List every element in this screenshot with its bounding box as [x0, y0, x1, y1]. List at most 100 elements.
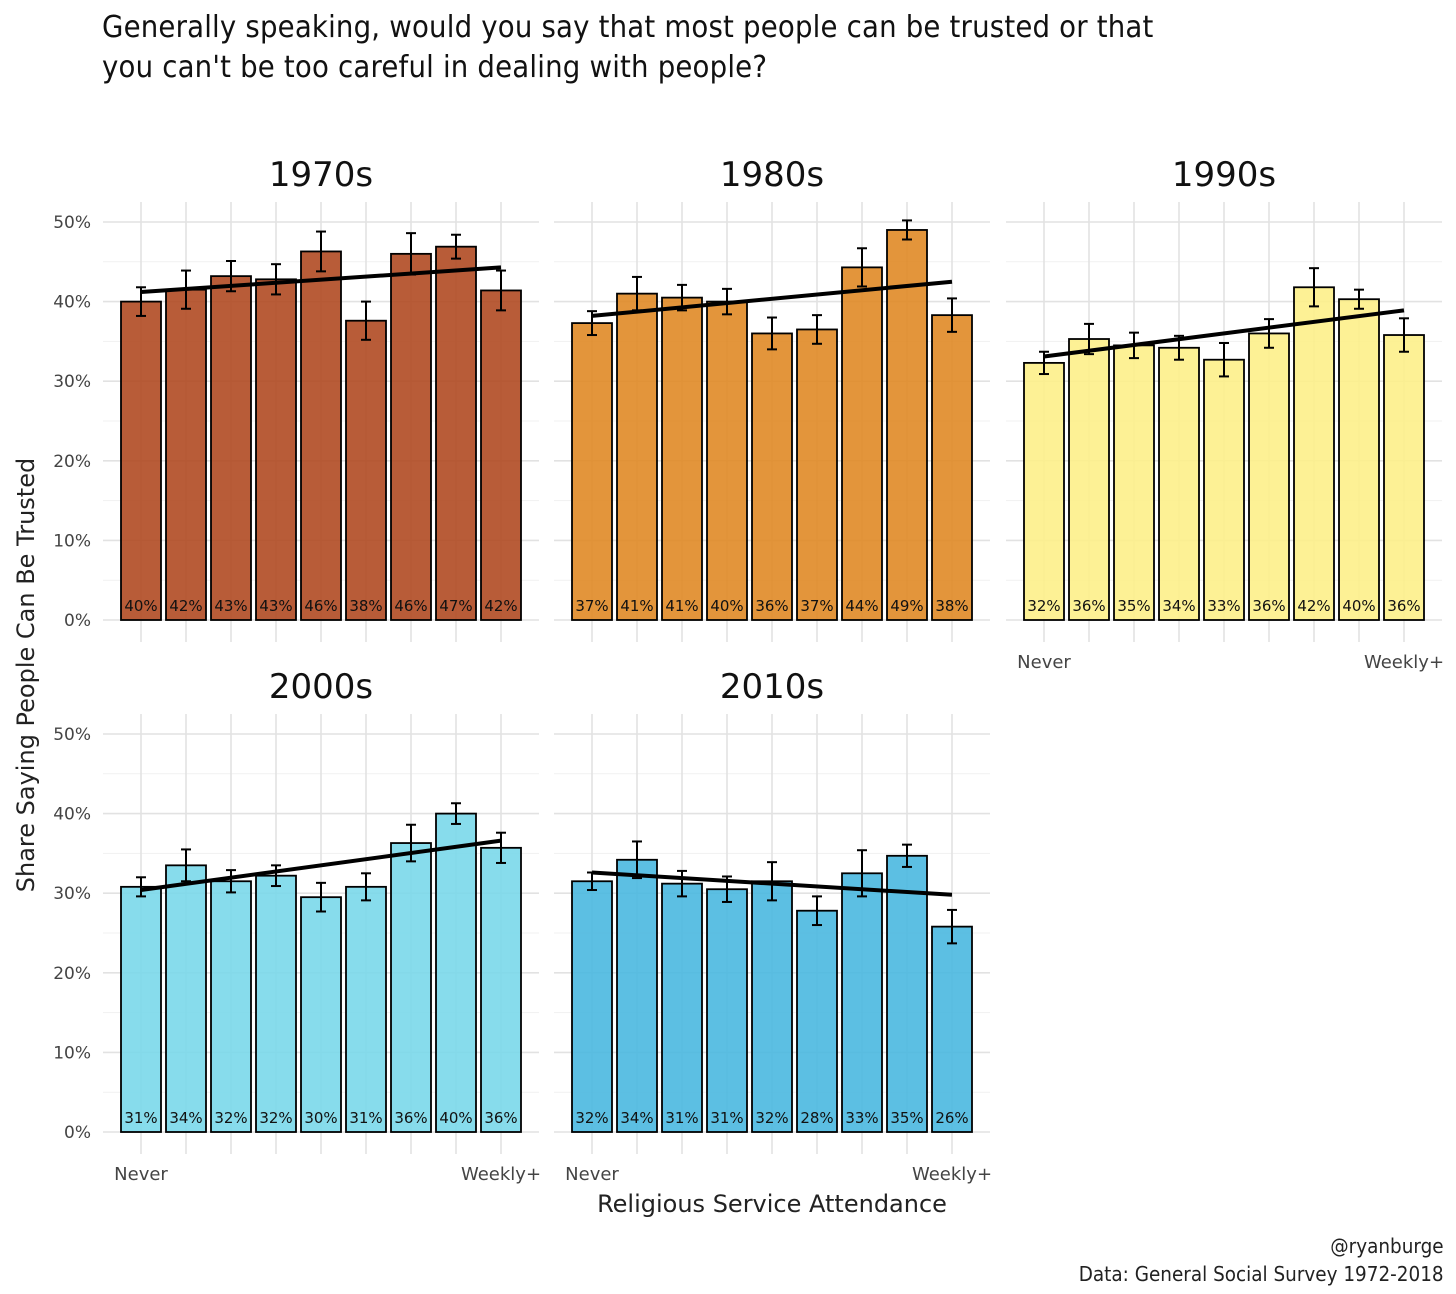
bar-value-label: 42%: [1297, 597, 1330, 615]
y-tick-label: 20%: [53, 964, 91, 984]
bar: [841, 266, 883, 621]
x-tick-label-never: Never: [114, 1164, 168, 1185]
bar: [751, 880, 793, 1133]
trend-line: [140, 838, 502, 892]
facet-panel-1990s: 1990s 32% 36% 35% 34% 33% 36% 42% 40% 36% Never Wee…: [1006, 155, 1444, 673]
bar: [345, 319, 387, 621]
x-axis-title: Religious Service Attendance: [597, 1190, 947, 1218]
y-tick-label: 20%: [53, 452, 91, 472]
bar-value-label: 31%: [710, 1109, 743, 1127]
caption: @ryanburge Data: General Social Survey 1…: [1079, 1232, 1444, 1288]
bar-value-label: 38%: [935, 597, 968, 615]
bar: [931, 925, 973, 1133]
trend-line: [591, 870, 953, 897]
bar: [435, 812, 477, 1133]
bar: [300, 250, 342, 621]
caption-handle: @ryanburge: [1330, 1234, 1444, 1258]
bar: [1068, 338, 1110, 621]
bar-value-label: 49%: [890, 597, 923, 615]
bar-value-label: 32%: [259, 1109, 292, 1127]
bar-value-label: 26%: [935, 1109, 968, 1127]
y-tick-label: 40%: [53, 805, 91, 825]
facet-title: 1990s: [1172, 155, 1276, 195]
facets-layer: 1970s 40% 42% 43% 43% 46% 38% 46% 47% 42% 0% 10% 20%…: [53, 155, 1444, 1185]
bar-value-label: 36%: [484, 1109, 517, 1127]
chart-title: Generally speaking, would you say that m…: [102, 10, 1154, 85]
y-tick-label: 0%: [64, 1123, 91, 1143]
bar-value-label: 32%: [575, 1109, 608, 1127]
bar: [120, 300, 162, 621]
bar: [1023, 361, 1065, 621]
bar-value-label: 47%: [439, 597, 472, 615]
bar-value-label: 46%: [394, 597, 427, 615]
bar: [390, 252, 432, 621]
bar-value-label: 40%: [710, 597, 743, 615]
bar: [931, 314, 973, 621]
bar: [435, 245, 477, 621]
bar-value-label: 33%: [845, 1109, 878, 1127]
bar: [480, 289, 522, 621]
bar-value-label: 28%: [800, 1109, 833, 1127]
bar-value-label: 31%: [349, 1109, 382, 1127]
bar-value-label: 36%: [1252, 597, 1285, 615]
bar: [210, 275, 252, 621]
facet-panel-1970s: 1970s 40% 42% 43% 43% 46% 38% 46% 47% 42% 0% 10% 20%…: [53, 155, 539, 642]
bar-value-label: 32%: [214, 1109, 247, 1127]
bar-value-label: 34%: [169, 1109, 202, 1127]
bar-value-label: 42%: [484, 597, 517, 615]
y-tick-label: 10%: [53, 1043, 91, 1063]
bar-value-label: 32%: [1027, 597, 1060, 615]
bar-value-label: 40%: [439, 1109, 472, 1127]
bar: [706, 300, 748, 621]
bar: [616, 292, 658, 621]
bar-value-label: 37%: [800, 597, 833, 615]
bar: [345, 885, 387, 1133]
bar: [1293, 286, 1335, 621]
bar: [255, 278, 297, 621]
bar: [1383, 334, 1425, 621]
bar-value-label: 40%: [1342, 597, 1375, 615]
bar: [1113, 344, 1155, 621]
bar-value-label: 36%: [1072, 597, 1105, 615]
bar-value-label: 31%: [665, 1109, 698, 1127]
y-tick-label: 30%: [53, 372, 91, 392]
bar-value-label: 44%: [845, 597, 878, 615]
x-tick-label-never: Never: [1017, 652, 1071, 673]
bar-value-label: 40%: [124, 597, 157, 615]
bar-value-label: 36%: [755, 597, 788, 615]
y-tick-label: 50%: [53, 213, 91, 233]
bar: [571, 880, 613, 1133]
y-axis-title: Share Saying People Can Be Trusted: [12, 458, 40, 892]
facet-title: 1980s: [720, 155, 824, 195]
bar-value-label: 43%: [214, 597, 247, 615]
bar-value-label: 43%: [259, 597, 292, 615]
bar-value-label: 34%: [1162, 597, 1195, 615]
bar: [796, 909, 838, 1133]
bar: [796, 328, 838, 621]
bar: [165, 864, 207, 1133]
bar: [886, 854, 928, 1133]
bar-value-label: 30%: [304, 1109, 337, 1127]
bar: [210, 880, 252, 1133]
bar-value-label: 33%: [1207, 597, 1240, 615]
bar: [300, 896, 342, 1133]
bar-value-label: 32%: [755, 1109, 788, 1127]
facet-title: 2010s: [720, 667, 824, 707]
y-tick-label: 10%: [53, 531, 91, 551]
facet-panel-2010s: 2010s 32% 34% 31% 31% 32% 28% 33% 35% 26% Never Wee…: [554, 667, 992, 1185]
bar-value-label: 38%: [349, 597, 382, 615]
bar: [706, 888, 748, 1133]
bar: [1203, 358, 1245, 621]
bar: [480, 846, 522, 1133]
y-tick-label: 30%: [53, 884, 91, 904]
bar: [255, 874, 297, 1133]
trend-line: [591, 279, 953, 318]
x-tick-label-never: Never: [565, 1164, 619, 1185]
bar: [751, 332, 793, 621]
bar-value-label: 41%: [665, 597, 698, 615]
bar: [1248, 332, 1290, 621]
bar: [616, 858, 658, 1133]
bar-value-label: 35%: [1117, 597, 1150, 615]
bar: [120, 885, 162, 1133]
